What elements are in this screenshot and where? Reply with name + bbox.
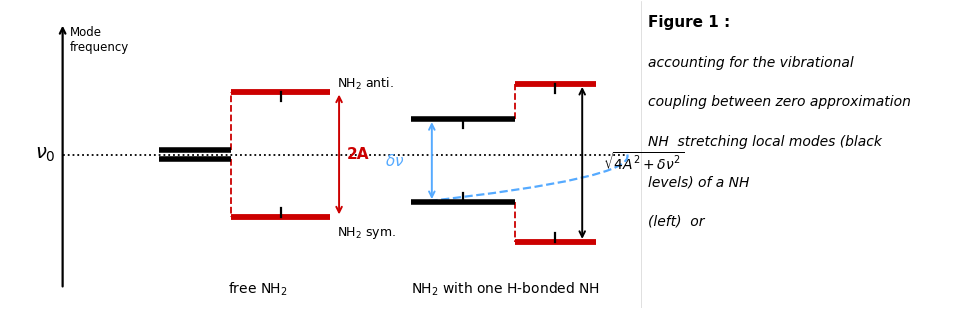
Text: (left)  or: (left) or bbox=[648, 215, 704, 229]
Text: NH$_2$ anti.: NH$_2$ anti. bbox=[337, 76, 394, 92]
Text: Mode
frequency: Mode frequency bbox=[70, 26, 129, 54]
Text: free NH$_2$: free NH$_2$ bbox=[228, 281, 288, 298]
Text: NH  stretching local modes (black: NH stretching local modes (black bbox=[648, 135, 881, 149]
Text: levels) of a NH: levels) of a NH bbox=[648, 175, 749, 189]
Text: $\nu_0$: $\nu_0$ bbox=[34, 145, 56, 164]
Text: $\sqrt{4A^2+\delta\nu^2}$: $\sqrt{4A^2+\delta\nu^2}$ bbox=[603, 152, 684, 173]
Text: coupling between zero approximation: coupling between zero approximation bbox=[648, 95, 911, 109]
Text: accounting for the vibrational: accounting for the vibrational bbox=[648, 56, 854, 70]
Text: $\delta\nu$: $\delta\nu$ bbox=[386, 153, 405, 169]
Text: 2A: 2A bbox=[346, 147, 368, 162]
Text: NH$_2$ sym.: NH$_2$ sym. bbox=[337, 225, 396, 241]
Text: NH$_2$ with one H-bonded NH: NH$_2$ with one H-bonded NH bbox=[412, 281, 600, 298]
Text: Figure 1 :: Figure 1 : bbox=[648, 15, 730, 30]
